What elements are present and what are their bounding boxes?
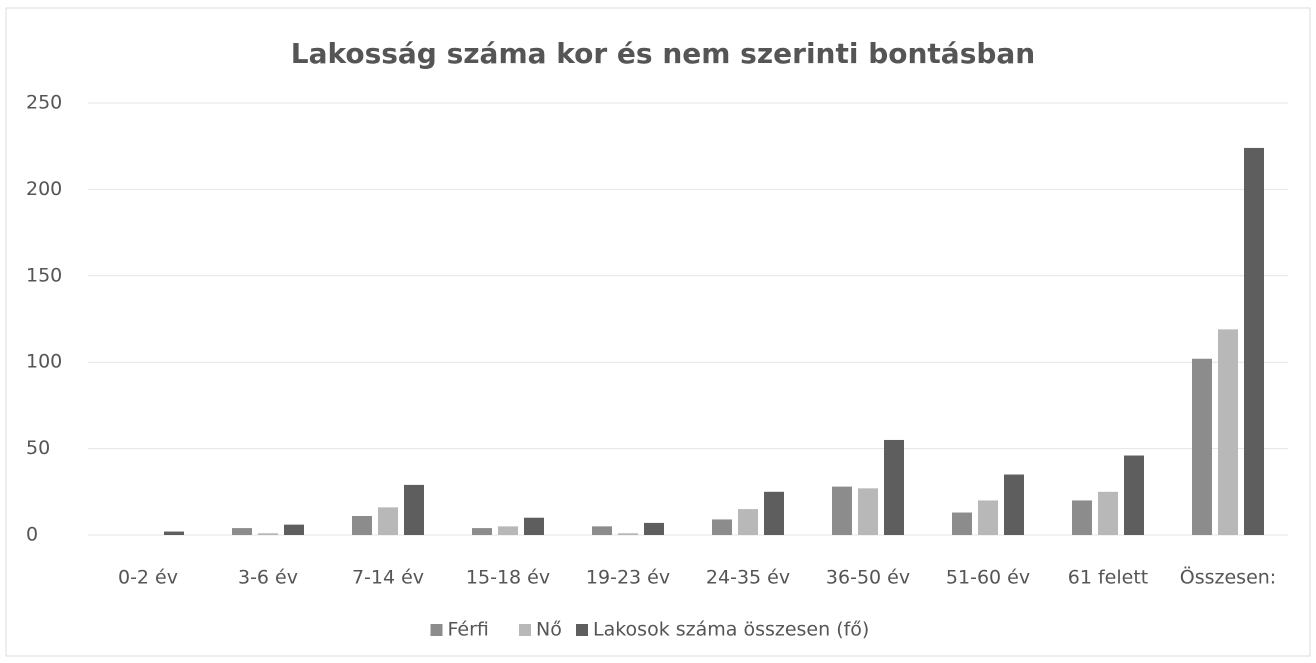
bar	[524, 517, 544, 535]
x-tick-label: Összesen:	[1180, 566, 1276, 589]
y-tick-label: 100	[26, 351, 62, 373]
bar	[1004, 474, 1024, 535]
chart-title: Lakosság száma kor és nem szerinti bontá…	[291, 37, 1036, 70]
x-tick-label: 61 felett	[1068, 567, 1148, 589]
legend-swatch	[519, 624, 531, 636]
bar	[498, 526, 518, 535]
y-tick-label: 50	[26, 437, 50, 459]
bar	[232, 528, 252, 535]
x-tick-label: 15-18 év	[466, 567, 550, 589]
bar	[764, 491, 784, 535]
bar	[164, 531, 184, 535]
x-tick-label: 7-14 év	[352, 567, 424, 589]
y-tick-label: 150	[26, 264, 62, 286]
y-tick-label: 200	[26, 178, 62, 200]
legend-swatch	[430, 624, 443, 636]
bar	[858, 488, 878, 535]
bar	[352, 515, 372, 535]
bar	[1072, 500, 1092, 535]
bar	[404, 484, 424, 535]
x-tick-label: 36-50 év	[826, 567, 910, 589]
bar	[952, 512, 972, 535]
bar	[378, 507, 398, 535]
bar	[1124, 455, 1144, 535]
bar	[592, 526, 612, 535]
bar	[284, 524, 304, 535]
bar	[472, 528, 492, 535]
x-tick-label: 0-2 év	[118, 567, 178, 589]
bar	[618, 533, 638, 535]
x-tick-label: 19-23 év	[586, 567, 670, 589]
legend-swatch	[576, 624, 588, 636]
bar	[738, 509, 758, 535]
y-tick-label: 250	[26, 92, 62, 114]
y-tick-label: 0	[26, 524, 38, 546]
bar	[258, 533, 278, 535]
legend-label: Nő	[536, 619, 562, 641]
bar	[1244, 147, 1264, 536]
bar	[978, 500, 998, 535]
bar	[884, 439, 904, 535]
bar	[1098, 491, 1118, 535]
x-tick-label: 24-35 év	[706, 567, 790, 589]
x-tick-label: 3-6 év	[238, 567, 298, 589]
bar	[1218, 329, 1238, 535]
legend-label: Férfi	[448, 619, 489, 641]
chart-frame	[5, 7, 1311, 657]
x-tick-label: 51-60 év	[946, 567, 1030, 589]
bar	[1192, 358, 1212, 535]
bar	[832, 486, 852, 535]
legend-label: Lakosok száma összesen (fő)	[593, 619, 869, 641]
bar	[712, 519, 732, 535]
bar	[644, 522, 664, 535]
